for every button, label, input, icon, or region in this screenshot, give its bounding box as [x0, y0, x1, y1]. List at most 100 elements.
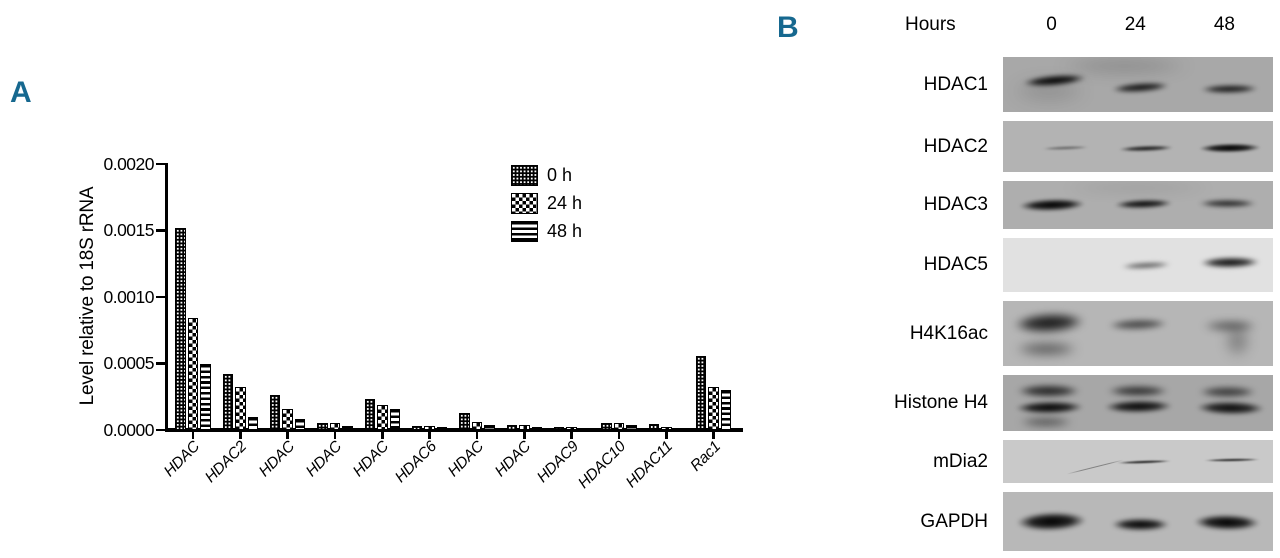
y-tick-label: 0.0020: [103, 153, 154, 174]
blot-band: [1193, 457, 1272, 463]
blot-band: [1030, 57, 1219, 79]
bar-0h: [695, 355, 707, 430]
bar-48h: [389, 408, 401, 430]
x-tick: [239, 431, 242, 440]
bar-0h: [553, 426, 565, 430]
blot-band: [1182, 398, 1273, 418]
blot-band: [1186, 383, 1268, 400]
x-tick: [428, 431, 431, 440]
legend-item: 24 h: [511, 193, 582, 214]
x-tick: [523, 431, 526, 440]
blot-image-mDia2: [1003, 440, 1273, 483]
legend-label: 0 h: [547, 165, 573, 185]
blot-band: [1003, 306, 1100, 340]
blot-band: [1003, 74, 1103, 109]
x-tick: [333, 431, 337, 440]
blot-rows: HDAC1 HDAC2 HDAC3 HDAC5 H4K16ac Histone H4 mDi…: [810, 57, 1273, 551]
blot-header: Hours 0 24 48: [0, 14, 1280, 38]
blot-row: H4K16ac: [810, 301, 1273, 366]
blot-row-label: H4K16ac: [909, 322, 988, 344]
legend-swatch-0h: [511, 165, 538, 186]
legend-label: 48 h: [547, 221, 583, 241]
lane-header-24: 24: [1124, 14, 1146, 35]
blot-band: [1004, 381, 1094, 400]
bar-0h: [269, 395, 281, 430]
legend-item: 0 h: [511, 165, 582, 186]
blot-row: Histone H4: [810, 375, 1273, 431]
blot-image-HDAC2: [1003, 121, 1273, 172]
y-tick-label: 0.0015: [103, 220, 154, 240]
bar-24h: [661, 427, 672, 430]
legend-label: 24 h: [547, 193, 583, 213]
bar-0h: [459, 412, 470, 430]
x-tick: [286, 431, 289, 440]
bar-chart: Level relative to 18S rRNA 0.0000 0.0005 0…: [77, 153, 743, 492]
bar-48h: [673, 427, 685, 430]
blot-band: [1005, 195, 1098, 215]
bar-24h: [708, 387, 719, 430]
blot-row: mDia2: [810, 440, 1273, 483]
y-tick: [155, 362, 165, 365]
blot-row: GAPDH: [810, 492, 1273, 551]
bar-48h: [200, 363, 211, 430]
x-tick: [712, 431, 715, 440]
bar-0h: [506, 425, 518, 430]
y-tick: [155, 428, 165, 432]
panel-b-label: B: [777, 11, 799, 44]
x-axis: [164, 428, 743, 432]
x-tick: [570, 431, 573, 440]
bar-24h: [282, 408, 293, 430]
bar-48h: [531, 426, 543, 430]
blot-image-GAPDH: [1003, 492, 1273, 551]
blot-row: HDAC5: [810, 238, 1273, 292]
bar-48h: [436, 427, 448, 430]
bar-24h: [519, 425, 530, 430]
blot-band: [1108, 143, 1184, 154]
blot-band: [1110, 258, 1182, 272]
x-tick: [191, 431, 195, 440]
bar-24h: [424, 426, 435, 430]
bar-0h: [601, 423, 612, 430]
x-tick: [617, 431, 621, 440]
bar-0h: [222, 374, 234, 430]
blot-row-label: HDAC2: [923, 135, 988, 157]
legend-swatch-48h: [511, 221, 538, 242]
bar-0h: [411, 426, 423, 430]
y-tick: [155, 295, 165, 299]
panel-a-label: A: [10, 76, 32, 109]
x-tick: [665, 431, 668, 440]
blot-band: [1030, 181, 1246, 195]
bar-0h: [175, 227, 186, 430]
bar-24h: [187, 318, 199, 430]
blot-row-label: HDAC5: [923, 254, 988, 275]
lane-header-48: 48: [1213, 14, 1235, 35]
legend-swatch-24h: [511, 193, 538, 214]
bar-48h: [342, 426, 353, 430]
blot-band: [1052, 455, 1137, 478]
blot-band: [1032, 144, 1098, 151]
blot-band: [1100, 515, 1182, 533]
x-tick: [381, 431, 384, 440]
y-tick-label: 0.0000: [103, 419, 154, 440]
bar-0h: [648, 424, 660, 430]
bar-48h: [720, 390, 732, 430]
bar-48h: [578, 427, 590, 430]
blot-row-label: mDia2: [933, 450, 988, 472]
bar-24h: [471, 422, 483, 430]
bar-48h: [484, 424, 495, 430]
blot-row: HDAC1: [810, 57, 1273, 112]
blot-band: [1186, 141, 1273, 155]
lane-header-0: 0: [1046, 14, 1057, 35]
bar-0h: [317, 423, 328, 430]
blot-band: [1181, 511, 1273, 534]
legend-item: 48 h: [511, 221, 582, 242]
blot-image-HDAC3: [1003, 181, 1273, 229]
blot-row-label: GAPDH: [920, 510, 988, 532]
blot-band: [1186, 198, 1268, 210]
x-tick: [475, 431, 479, 440]
blot-image-H4K16ac: [1003, 301, 1273, 366]
blot-band: [1102, 196, 1185, 211]
blot-band: [1189, 82, 1271, 96]
bar-48h: [626, 424, 637, 430]
